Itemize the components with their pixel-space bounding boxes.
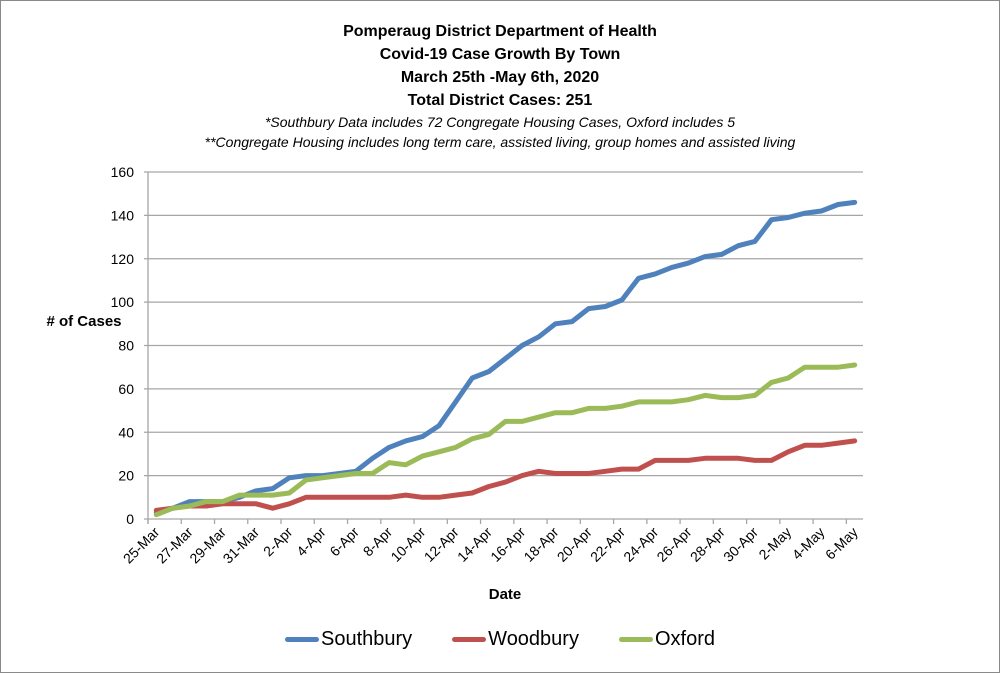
legend-swatch-oxford — [618, 637, 653, 642]
y-tick-label: 100 — [111, 294, 135, 310]
chart-subtitle: Covid-19 Case Growth By Town — [379, 46, 621, 63]
y-tick-label: 0 — [126, 511, 134, 527]
x-tick-label: 24-Apr — [620, 524, 661, 565]
x-tick-label: 31-Mar — [220, 524, 263, 567]
chart-title-block: Pomperaug District Department of Health … — [0, 20, 1000, 152]
legend-swatch-woodbury — [452, 637, 487, 642]
x-tick-label: 16-Apr — [487, 524, 528, 565]
gridlines — [144, 171, 863, 524]
y-axis-title: # of Cases — [46, 313, 121, 330]
y-tick-label: 20 — [118, 468, 134, 484]
x-tick-label: 25-Mar — [120, 524, 163, 567]
y-tick-label: 160 — [111, 164, 135, 180]
chart-note-1: *Southbury Data includes 72 Congregate H… — [264, 114, 736, 130]
x-tick-label: 10-Apr — [387, 524, 428, 565]
x-tick-label: 18-Apr — [520, 524, 561, 565]
x-axis-ticks: 25-Mar27-Mar29-Mar31-Mar2-Apr4-Apr6-Apr8… — [120, 519, 861, 566]
y-tick-label: 40 — [118, 424, 134, 440]
chart-date-range: March 25th -May 6th, 2020 — [400, 69, 600, 86]
x-tick-label: 27-Mar — [153, 524, 196, 567]
x-tick-label: 12-Apr — [421, 524, 462, 565]
x-tick-label: 29-Mar — [186, 524, 229, 567]
series-line-woodbury — [153, 438, 858, 513]
x-tick-label: 26-Apr — [653, 524, 694, 565]
chart-total-cases: Total District Cases: 251 — [407, 92, 593, 109]
legend-item-southbury: Southbury — [285, 628, 412, 651]
x-tick-label: 2-May — [755, 524, 794, 563]
y-tick-label: 140 — [111, 207, 135, 223]
legend-item-oxford: Oxford — [618, 628, 715, 651]
legend-label-southbury: Southbury — [321, 628, 413, 650]
x-tick-label: 22-Apr — [587, 524, 628, 565]
series-lines — [153, 199, 858, 518]
x-tick-label: 6-Apr — [326, 524, 362, 560]
x-tick-label: 28-Apr — [687, 524, 728, 565]
series-line-southbury — [153, 199, 858, 515]
x-tick-label: 6-May — [822, 524, 861, 563]
y-tick-label: 120 — [111, 251, 135, 267]
y-axis-ticks: 0 20 40 60 80 100 120 140 160 — [111, 164, 135, 527]
legend-label-woodbury: Woodbury — [488, 628, 579, 650]
y-tick-label: 60 — [118, 381, 134, 397]
y-tick-label: 80 — [118, 338, 134, 354]
chart-title: Pomperaug District Department of Health — [343, 23, 657, 40]
legend-swatch-southbury — [285, 637, 319, 642]
x-tick-label: 2-Apr — [260, 524, 296, 560]
x-tick-label: 4-May — [789, 524, 828, 563]
chart-legend: Southbury Woodbury Oxford — [0, 628, 1000, 651]
x-tick-label: 4-Apr — [293, 524, 329, 560]
legend-label-oxford: Oxford — [654, 628, 715, 650]
x-tick-label: 20-Apr — [554, 524, 595, 565]
series-line-oxford — [153, 362, 858, 518]
chart-note-2: **Congregate Housing includes long term … — [204, 134, 796, 150]
x-tick-label: 30-Apr — [720, 524, 761, 565]
x-axis-title: Date — [489, 586, 522, 603]
legend-item-woodbury: Woodbury — [452, 628, 579, 651]
x-tick-label: 14-Apr — [454, 524, 495, 565]
